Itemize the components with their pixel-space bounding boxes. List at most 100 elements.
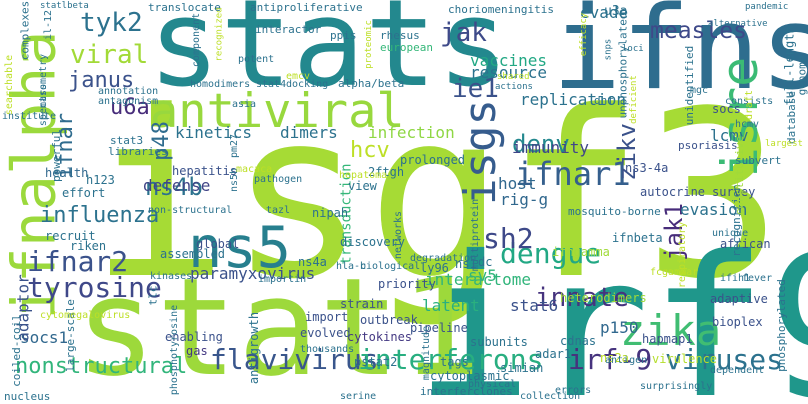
- word-hepatoma: hepatoma: [339, 170, 388, 181]
- word-mgc: mgc: [690, 85, 709, 96]
- word-resource: resource: [470, 63, 548, 82]
- word-genome: genome: [795, 55, 808, 96]
- word-adaptive: adaptive: [710, 292, 768, 306]
- word-nipah: nipah: [312, 206, 349, 220]
- word-tyrosine: tyrosine: [27, 271, 162, 304]
- word-dc: dc: [478, 255, 493, 269]
- word-multiprotein: multiprotein: [470, 198, 482, 272]
- word-recognized: recognized: [214, 7, 225, 62]
- word-ifngamma: ifngamma: [552, 245, 610, 259]
- word-component: component: [191, 12, 203, 68]
- word-consists: consists: [725, 96, 774, 107]
- word-cytomegalovirus: cytomegalovirus: [40, 310, 131, 321]
- word-subunits: subunits: [470, 335, 528, 349]
- word-innate: innate: [535, 283, 629, 313]
- word-powerful: powerful: [49, 129, 63, 182]
- word-actions: actions: [495, 82, 533, 92]
- word-adar1: adar1: [535, 347, 572, 361]
- word-zika: zika: [620, 306, 722, 355]
- word-translocate: translocate: [148, 1, 221, 14]
- word-isgs: isgs: [454, 99, 506, 205]
- word-asia: asia: [232, 99, 257, 110]
- word-view: view: [348, 179, 377, 193]
- word-janus: janus: [68, 68, 135, 93]
- word-infection: infection: [368, 123, 455, 142]
- word-heterodimers: heterodimers: [560, 291, 647, 305]
- word-rig-g: rig-g: [500, 190, 549, 209]
- word-database: database: [784, 91, 798, 144]
- word-discovery: discovery: [340, 235, 406, 249]
- word-pandemic: pandemic: [745, 2, 789, 12]
- word-survey: survey: [712, 185, 756, 199]
- word-degradation: degradation: [410, 253, 477, 264]
- word-interactome: interactome: [425, 270, 531, 289]
- word-ns5: ns5: [188, 215, 291, 281]
- word-cytoplasmic: cytoplasmic: [430, 369, 510, 383]
- word-jak: jak: [440, 18, 487, 48]
- word-macaca: macaca: [236, 164, 273, 175]
- word-sh2: sh2: [483, 222, 534, 255]
- word-tlc: tlc: [146, 285, 160, 306]
- word-ifns: ifns: [552, 0, 808, 116]
- word-ns1: ns1: [455, 257, 477, 271]
- word-enabling: enabling: [165, 330, 223, 344]
- word-riken: riken: [70, 239, 107, 253]
- word-collection: collection: [520, 391, 581, 402]
- word-outbreak: outbreak: [360, 313, 418, 327]
- word-docking: docking: [286, 79, 329, 90]
- word-ly96: ly96: [420, 261, 449, 275]
- word-alpha/beta: alpha/beta: [338, 77, 405, 90]
- word-dimers: dimers: [280, 123, 338, 142]
- word-errors: errors: [555, 385, 592, 396]
- word-gas: gas: [186, 344, 208, 358]
- word-stat4: stat4: [256, 79, 287, 90]
- word-stats: stats: [148, 0, 510, 114]
- word-stat3: stat3: [110, 134, 144, 147]
- word-draft: draft: [744, 89, 756, 121]
- word-annotation: annotation: [98, 86, 159, 97]
- word-emcv: emcv: [286, 71, 311, 82]
- word-dependent: dependent: [710, 365, 765, 376]
- word-lcmv: lcmv: [710, 126, 749, 145]
- word-p150: p150: [600, 318, 639, 337]
- word-unphosphorylated: unphosphorylated: [616, 12, 630, 119]
- word-kinetics: kinetics: [175, 123, 253, 142]
- word-stat6: stat6: [510, 296, 559, 315]
- word-complexes: complexes: [18, 0, 32, 61]
- word-non-structural: non-structural: [148, 205, 233, 216]
- word-physical: physical: [468, 379, 517, 390]
- word-hcmv: hcmv: [735, 119, 760, 130]
- word-interferons: interferons: [358, 343, 544, 376]
- word-psoriasis: psoriasis: [678, 139, 738, 152]
- word-irf-9: irf-9: [568, 343, 653, 376]
- word-2ftgh: 2ftgh: [368, 165, 405, 179]
- word-hepatitis: hepatitis: [172, 164, 238, 178]
- word-snps: snps: [603, 38, 614, 61]
- word-defense: defense: [143, 176, 211, 195]
- word-european: european: [380, 41, 433, 54]
- word-priority: priority: [378, 277, 436, 291]
- word-irf9: irf9: [415, 214, 808, 404]
- word-isgf3: isgf3: [90, 63, 783, 330]
- word-socs: socs: [712, 102, 741, 116]
- word-rhesus: rhesus: [380, 29, 420, 42]
- word-unique: unique: [712, 228, 749, 239]
- word-autocrine: autocrine: [640, 185, 706, 199]
- word-biological: biological: [360, 261, 421, 272]
- word-pstat2: pstat2: [354, 355, 398, 369]
- word-evasion: evasion: [680, 200, 748, 219]
- word-immunity: immunity: [512, 138, 590, 157]
- word-mass: mass: [38, 83, 50, 109]
- word-african: african: [720, 237, 771, 251]
- word-tags: tags: [440, 355, 469, 369]
- word-paramyxovirus: paramyxovirus: [190, 264, 316, 283]
- word-global: global: [196, 237, 240, 251]
- word-flavivirus: flavivirus: [210, 343, 379, 376]
- word-hla-c: hla-c: [336, 261, 367, 272]
- word-pathogen: pathogen: [254, 174, 303, 185]
- word-latent: latent: [422, 296, 480, 315]
- word-recruit: recruit: [45, 229, 96, 243]
- word-cytokines: cytokines: [347, 330, 413, 344]
- word-socs1: socs1: [20, 328, 69, 347]
- word-loci: loci: [622, 44, 644, 54]
